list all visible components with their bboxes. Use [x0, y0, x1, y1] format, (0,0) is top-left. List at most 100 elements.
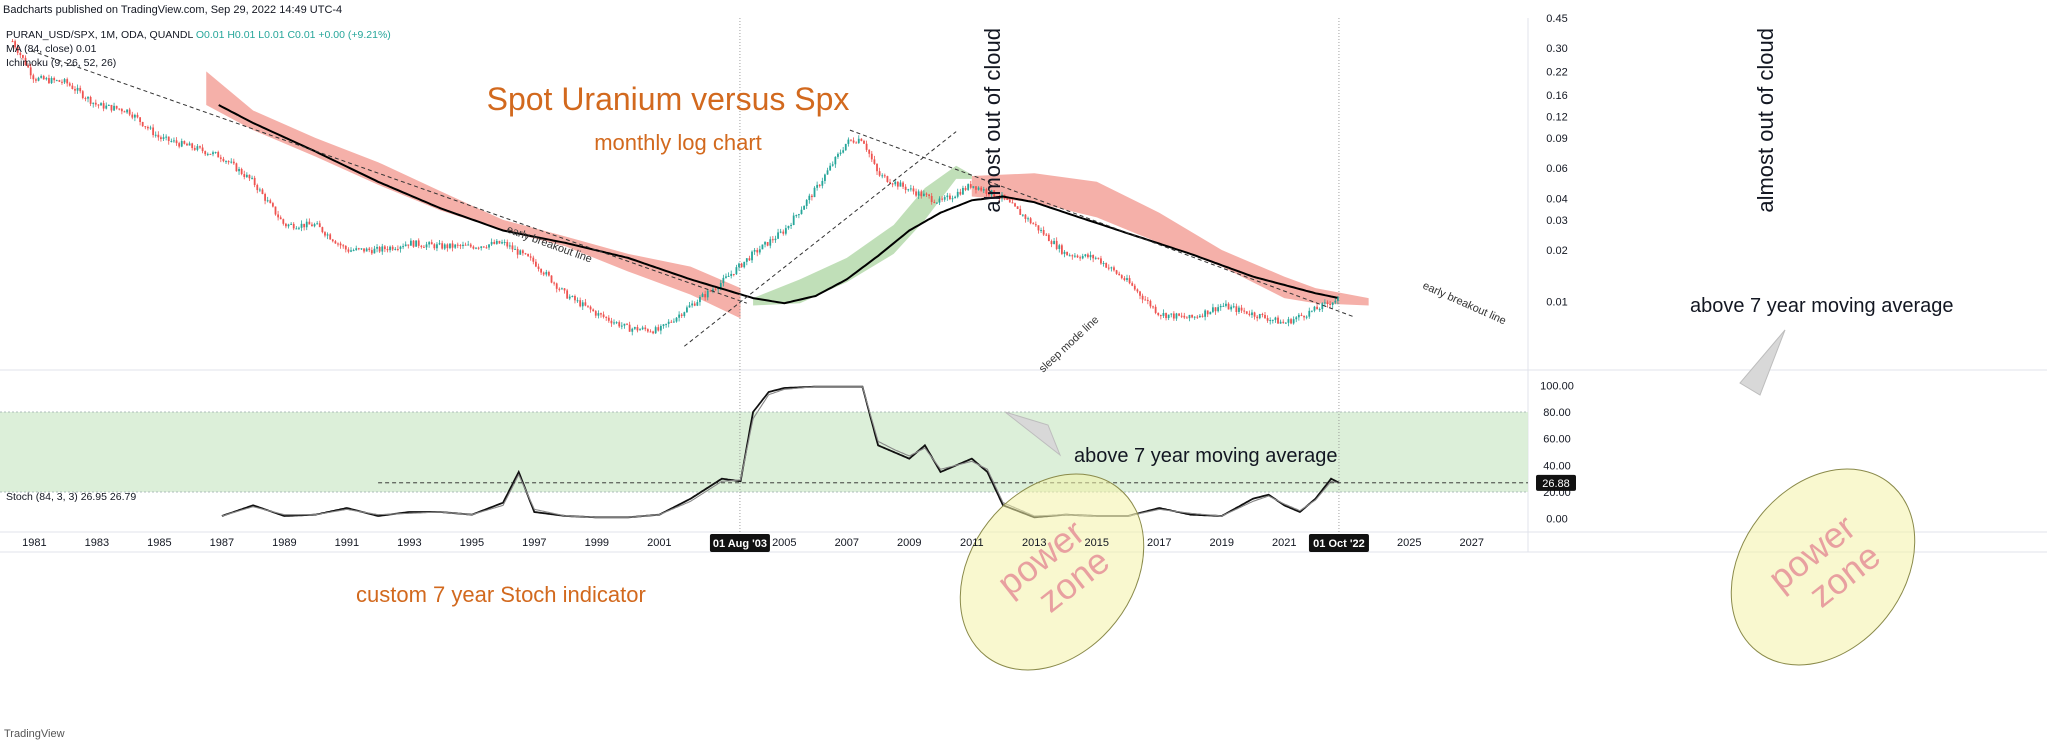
candle-body	[1321, 303, 1324, 310]
candle-body	[678, 314, 681, 318]
candle-body	[355, 248, 358, 251]
candle-body	[423, 246, 425, 248]
candle-body	[204, 151, 207, 155]
candle-body	[100, 103, 102, 106]
candle-body	[84, 98, 87, 100]
ichimoku-legend[interactable]: Ichimoku (9, 26, 52, 26)	[6, 57, 117, 69]
candle-body	[792, 215, 795, 225]
candle-body	[462, 244, 464, 247]
candle-body	[844, 143, 847, 151]
candle-body	[287, 224, 290, 227]
candle-body	[347, 249, 350, 252]
candle-body	[938, 198, 941, 203]
x-tick-label: 2017	[1147, 537, 1171, 549]
candle-body	[227, 161, 230, 163]
candle-body	[657, 327, 660, 331]
candle-body	[774, 238, 777, 241]
tradingview-logo[interactable]: TradingView	[4, 728, 65, 740]
candlestick-series	[11, 39, 1339, 336]
candle-body	[136, 114, 139, 118]
candle-body	[410, 240, 412, 246]
candle-body	[139, 117, 141, 122]
candle-body	[1058, 245, 1061, 249]
candle-body	[454, 244, 457, 248]
candle-body	[1248, 313, 1251, 316]
candle-body	[326, 234, 329, 236]
candle-body	[417, 240, 420, 246]
candle-body	[1185, 317, 1188, 319]
candle-body	[975, 186, 977, 190]
candle-body	[1175, 313, 1178, 319]
candle-body	[1152, 306, 1154, 308]
candle-body	[45, 78, 48, 80]
candle-body	[324, 232, 326, 236]
moving-average-line	[218, 104, 1338, 305]
candle-body	[691, 303, 694, 306]
candle-body	[941, 198, 944, 200]
candle-body	[118, 108, 121, 110]
candle-body	[636, 327, 639, 331]
candle-body	[141, 121, 144, 127]
candle-body	[1313, 306, 1316, 311]
candle-body	[558, 288, 561, 290]
candle-body	[1191, 314, 1193, 318]
candle-body	[378, 246, 381, 252]
candle-body	[962, 187, 964, 195]
candle-body	[659, 325, 662, 331]
stoch-K-line	[221, 385, 1340, 519]
candle-body	[420, 245, 423, 247]
candle-body	[889, 182, 891, 184]
candle-body	[592, 309, 595, 312]
candle-body	[857, 138, 860, 143]
candle-body	[1199, 315, 1201, 318]
candle-body	[1060, 245, 1063, 254]
candle-body	[318, 223, 321, 228]
candle-body	[48, 78, 50, 84]
candle-body	[94, 102, 97, 105]
candle-body	[438, 243, 441, 245]
candle-body	[32, 75, 35, 80]
candle-body	[1105, 263, 1108, 268]
candle-body	[748, 258, 751, 261]
stoch-D-line	[221, 386, 1340, 518]
candle-body	[1212, 307, 1214, 312]
candle-body	[779, 231, 782, 233]
candle-body	[42, 76, 45, 80]
candle-body	[985, 189, 988, 194]
candle-body	[449, 243, 451, 249]
candle-body	[922, 193, 925, 197]
candle-body	[433, 244, 436, 249]
y-tick-label: 0.02	[1546, 245, 1567, 257]
candle-body	[441, 243, 444, 249]
candle-body	[524, 253, 527, 255]
candle-body	[1180, 315, 1183, 317]
candle-body	[102, 103, 105, 109]
candle-body	[740, 263, 743, 268]
candle-body	[727, 275, 730, 277]
candle-body	[503, 241, 506, 243]
candle-body	[589, 306, 592, 310]
candle-body	[563, 288, 566, 291]
candle-body	[55, 80, 58, 82]
candle-body	[1076, 255, 1079, 258]
candle-body	[472, 246, 475, 249]
candle-body	[14, 41, 17, 48]
candle-body	[628, 324, 631, 332]
ma-legend[interactable]: MA (84, close) 0.01	[6, 43, 97, 55]
stoch-legend[interactable]: Stoch (84, 3, 3) 26.95 26.79	[6, 491, 137, 503]
candle-body	[248, 174, 251, 179]
candle-body	[561, 288, 563, 290]
candle-body	[178, 143, 181, 147]
candle-body	[313, 224, 316, 227]
candle-body	[607, 317, 610, 321]
candle-body	[352, 250, 355, 252]
candle-body	[480, 246, 483, 248]
symbol-legend[interactable]: PURAN_USD/SPX, 1M, ODA, QUANDL O0.01 H0.…	[6, 29, 391, 41]
candle-body	[1128, 278, 1131, 284]
candle-body	[907, 189, 910, 191]
candle-body	[1110, 267, 1113, 269]
candle-body	[506, 241, 509, 247]
candle-body	[1225, 303, 1227, 306]
candle-body	[764, 242, 766, 245]
